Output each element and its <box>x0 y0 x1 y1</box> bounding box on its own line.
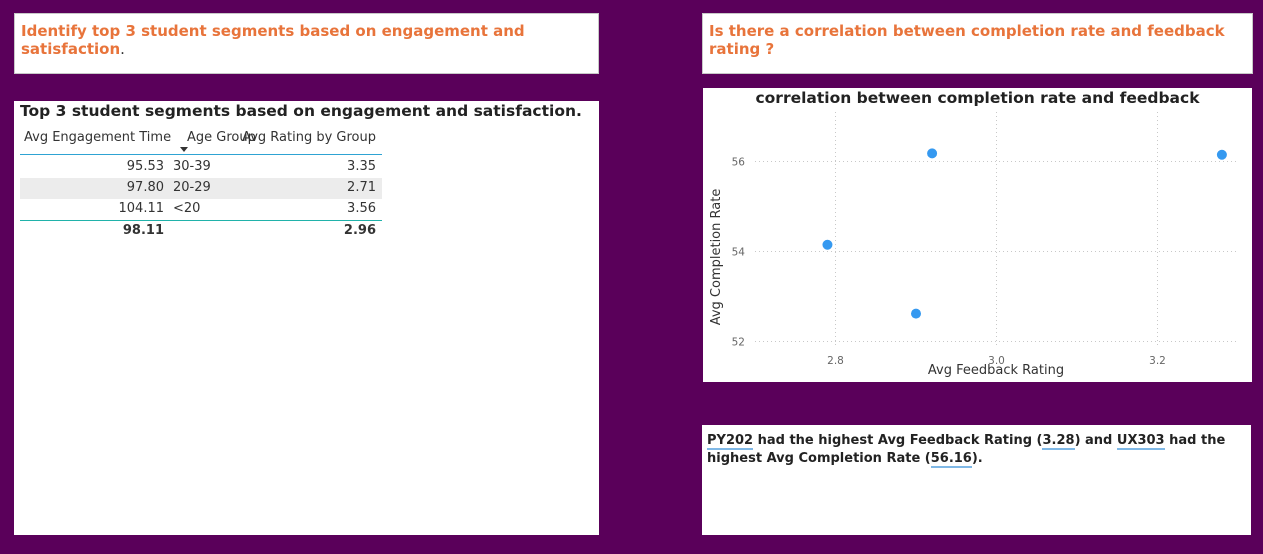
highest-completion-value[interactable]: 56.16 <box>930 451 972 468</box>
y-tick-label: 54 <box>732 247 746 259</box>
data-point[interactable] <box>927 148 938 159</box>
data-point[interactable] <box>1216 149 1227 160</box>
header-avg-rating-by-group[interactable]: Avg Rating by Group <box>242 130 376 145</box>
table-row[interactable]: 95.53 30-39 3.35 <box>20 157 382 178</box>
question-card-segments: Identify top 3 student segments based on… <box>14 13 599 74</box>
table-row[interactable]: 104.11 <20 3.56 <box>20 199 382 220</box>
header-age-group[interactable]: Age Group <box>187 130 256 145</box>
sort-descending-icon[interactable] <box>180 147 188 152</box>
cell-age-group: 20-29 <box>173 180 211 195</box>
course-highest-completion[interactable]: UX303 <box>1116 433 1165 450</box>
question-card-correlation: Is there a correlation between completio… <box>702 13 1253 74</box>
data-point[interactable] <box>911 308 921 319</box>
table-total-row: 98.11 2.96 <box>20 220 382 242</box>
y-axis-label: Avg Completion Rate <box>709 189 724 326</box>
insight-segment: ). <box>971 451 983 466</box>
cell-engagement-time: 95.53 <box>126 159 164 174</box>
chart-grid <box>755 112 1238 346</box>
cell-age-group: 30-39 <box>173 159 211 174</box>
highest-rating-value[interactable]: 3.28 <box>1042 433 1075 450</box>
x-tick-label: 2.8 <box>827 355 844 367</box>
insight-segment: had the highest Avg Completion Rate ( <box>707 433 1226 466</box>
table-title: Top 3 student segments based on engageme… <box>20 102 582 120</box>
table-header-row: Avg Engagement Time Age Group Avg Rating… <box>20 128 382 155</box>
table-row[interactable]: 97.80 20-29 2.71 <box>20 178 382 199</box>
data-point[interactable] <box>822 239 833 250</box>
scatter-chart[interactable]: 2.8 3.0 3.2 52 54 56 Avg Feedback Rating Avg … <box>703 88 1252 382</box>
cell-age-group: <20 <box>173 201 201 216</box>
x-axis-label: Avg Feedback Rating <box>928 363 1064 378</box>
scatter-chart-visual[interactable]: correlation between completion rate and … <box>703 88 1252 382</box>
header-avg-engagement-time[interactable]: Avg Engagement Time <box>24 130 172 145</box>
total-rating: 2.96 <box>343 223 376 238</box>
cell-rating: 3.35 <box>347 159 376 174</box>
insight-segment: ) and <box>1074 433 1117 448</box>
segments-table-visual[interactable]: Top 3 student segments based on engageme… <box>14 101 599 535</box>
chart-title: correlation between completion rate and … <box>755 89 1200 107</box>
question-text-segments: Identify top 3 student segments based on… <box>21 22 525 58</box>
insight-segment: had the highest Avg Feedback Rating ( <box>753 433 1043 448</box>
x-tick-label: 3.2 <box>1149 355 1166 367</box>
chart-ticks: 2.8 3.0 3.2 52 54 56 <box>732 157 1166 368</box>
segments-table[interactable]: Avg Engagement Time Age Group Avg Rating… <box>20 128 382 242</box>
cell-rating: 3.56 <box>347 201 376 216</box>
y-tick-label: 56 <box>732 157 746 169</box>
total-engagement-time: 98.11 <box>122 223 164 238</box>
cell-engagement-time: 104.11 <box>118 201 165 216</box>
cell-rating: 2.71 <box>347 180 376 195</box>
insight-text: PY202 had the highest Avg Feedback Ratin… <box>707 432 1243 468</box>
x-tick-label: 3.0 <box>988 355 1005 367</box>
course-highest-rating[interactable]: PY202 <box>707 433 754 450</box>
smart-narrative-card[interactable]: PY202 had the highest Avg Feedback Ratin… <box>702 425 1251 535</box>
chart-points[interactable] <box>822 148 1227 319</box>
y-tick-label: 52 <box>732 337 745 349</box>
question-text-correlation: Is there a correlation between completio… <box>709 22 1225 58</box>
table-body: 95.53 30-39 3.35 97.80 20-29 2.71 104.11… <box>20 157 382 220</box>
cell-engagement-time: 97.80 <box>126 180 164 195</box>
